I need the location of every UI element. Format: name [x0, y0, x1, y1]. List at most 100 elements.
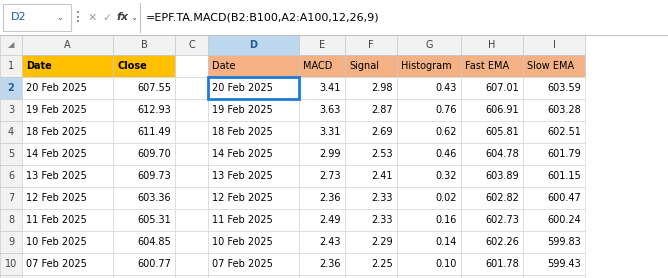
- Bar: [461, 165, 523, 187]
- Text: 599.43: 599.43: [547, 259, 581, 269]
- Text: 602.73: 602.73: [485, 215, 519, 225]
- Bar: [113, 99, 175, 121]
- Text: 2.36: 2.36: [319, 259, 341, 269]
- Text: D: D: [250, 40, 257, 50]
- Text: 3.31: 3.31: [319, 127, 341, 137]
- Text: Date: Date: [212, 61, 236, 71]
- Text: 5: 5: [8, 149, 14, 159]
- Bar: [208, 187, 299, 209]
- Text: 612.93: 612.93: [137, 105, 171, 115]
- Text: 600.47: 600.47: [547, 193, 581, 203]
- Text: 605.81: 605.81: [485, 127, 519, 137]
- Bar: [113, 35, 175, 55]
- Text: 0.16: 0.16: [436, 215, 457, 225]
- Bar: [22, 143, 113, 165]
- Text: =EPF.TA.MACD(B2:B100,A2:A100,12,26,9): =EPF.TA.MACD(B2:B100,A2:A100,12,26,9): [146, 13, 379, 23]
- Bar: [22, 121, 113, 143]
- Text: 600.24: 600.24: [547, 215, 581, 225]
- Text: 601.78: 601.78: [485, 259, 519, 269]
- Bar: [22, 35, 113, 55]
- Bar: [345, 121, 397, 143]
- Text: ✕: ✕: [88, 13, 98, 23]
- Bar: [523, 77, 585, 99]
- Bar: [208, 77, 299, 99]
- Text: Date: Date: [26, 61, 51, 71]
- Bar: [0, 275, 22, 278]
- Bar: [345, 209, 397, 231]
- Bar: [299, 143, 345, 165]
- Bar: [175, 121, 208, 143]
- Text: 11 Feb 2025: 11 Feb 2025: [212, 215, 273, 225]
- Text: 3.41: 3.41: [319, 83, 341, 93]
- Bar: [523, 253, 585, 275]
- Bar: [208, 143, 299, 165]
- Bar: [461, 187, 523, 209]
- Text: 601.15: 601.15: [547, 171, 581, 181]
- Bar: [345, 165, 397, 187]
- Text: 605.31: 605.31: [137, 215, 171, 225]
- Bar: [299, 253, 345, 275]
- Text: 18 Feb 2025: 18 Feb 2025: [26, 127, 87, 137]
- Bar: [299, 55, 345, 77]
- Bar: [523, 165, 585, 187]
- Bar: [397, 165, 461, 187]
- Bar: [523, 209, 585, 231]
- Text: 601.79: 601.79: [547, 149, 581, 159]
- Bar: [175, 209, 208, 231]
- Bar: [113, 55, 175, 77]
- Text: 12 Feb 2025: 12 Feb 2025: [26, 193, 87, 203]
- Bar: [0, 143, 22, 165]
- Bar: [0, 209, 22, 231]
- Text: 611.49: 611.49: [138, 127, 171, 137]
- Bar: [0, 35, 22, 55]
- Bar: [175, 99, 208, 121]
- Text: 602.82: 602.82: [485, 193, 519, 203]
- Text: 19 Feb 2025: 19 Feb 2025: [212, 105, 273, 115]
- Bar: [113, 187, 175, 209]
- Bar: [397, 121, 461, 143]
- Text: ⋮: ⋮: [71, 11, 85, 24]
- Bar: [113, 209, 175, 231]
- Bar: [397, 143, 461, 165]
- Text: 6: 6: [8, 171, 14, 181]
- Text: 7: 7: [8, 193, 14, 203]
- Text: 3.63: 3.63: [319, 105, 341, 115]
- Bar: [113, 121, 175, 143]
- Bar: [461, 253, 523, 275]
- Text: D2: D2: [11, 13, 27, 23]
- Text: 07 Feb 2025: 07 Feb 2025: [26, 259, 87, 269]
- Bar: [175, 187, 208, 209]
- Text: 12 Feb 2025: 12 Feb 2025: [212, 193, 273, 203]
- Text: ⌄: ⌄: [130, 13, 137, 22]
- Text: 0.46: 0.46: [436, 149, 457, 159]
- Bar: [523, 275, 585, 278]
- Bar: [175, 55, 208, 77]
- Text: 0.32: 0.32: [436, 171, 457, 181]
- Text: 607.01: 607.01: [485, 83, 519, 93]
- Bar: [299, 35, 345, 55]
- Bar: [0, 77, 22, 99]
- Bar: [22, 99, 113, 121]
- Text: 2.87: 2.87: [371, 105, 393, 115]
- Bar: [0, 165, 22, 187]
- Text: 2.53: 2.53: [371, 149, 393, 159]
- Bar: [461, 143, 523, 165]
- Text: Signal: Signal: [349, 61, 379, 71]
- Bar: [345, 35, 397, 55]
- Bar: [22, 275, 113, 278]
- Bar: [208, 35, 299, 55]
- Text: 2: 2: [7, 83, 15, 93]
- Text: B: B: [141, 40, 148, 50]
- Bar: [345, 253, 397, 275]
- Bar: [299, 99, 345, 121]
- Bar: [113, 253, 175, 275]
- Bar: [345, 187, 397, 209]
- Bar: [0, 187, 22, 209]
- Text: 0.14: 0.14: [436, 237, 457, 247]
- Bar: [299, 121, 345, 143]
- Bar: [175, 77, 208, 99]
- Text: 600.77: 600.77: [137, 259, 171, 269]
- Text: ⌄: ⌄: [57, 13, 63, 22]
- Text: fx: fx: [116, 13, 128, 23]
- Text: Close: Close: [117, 61, 147, 71]
